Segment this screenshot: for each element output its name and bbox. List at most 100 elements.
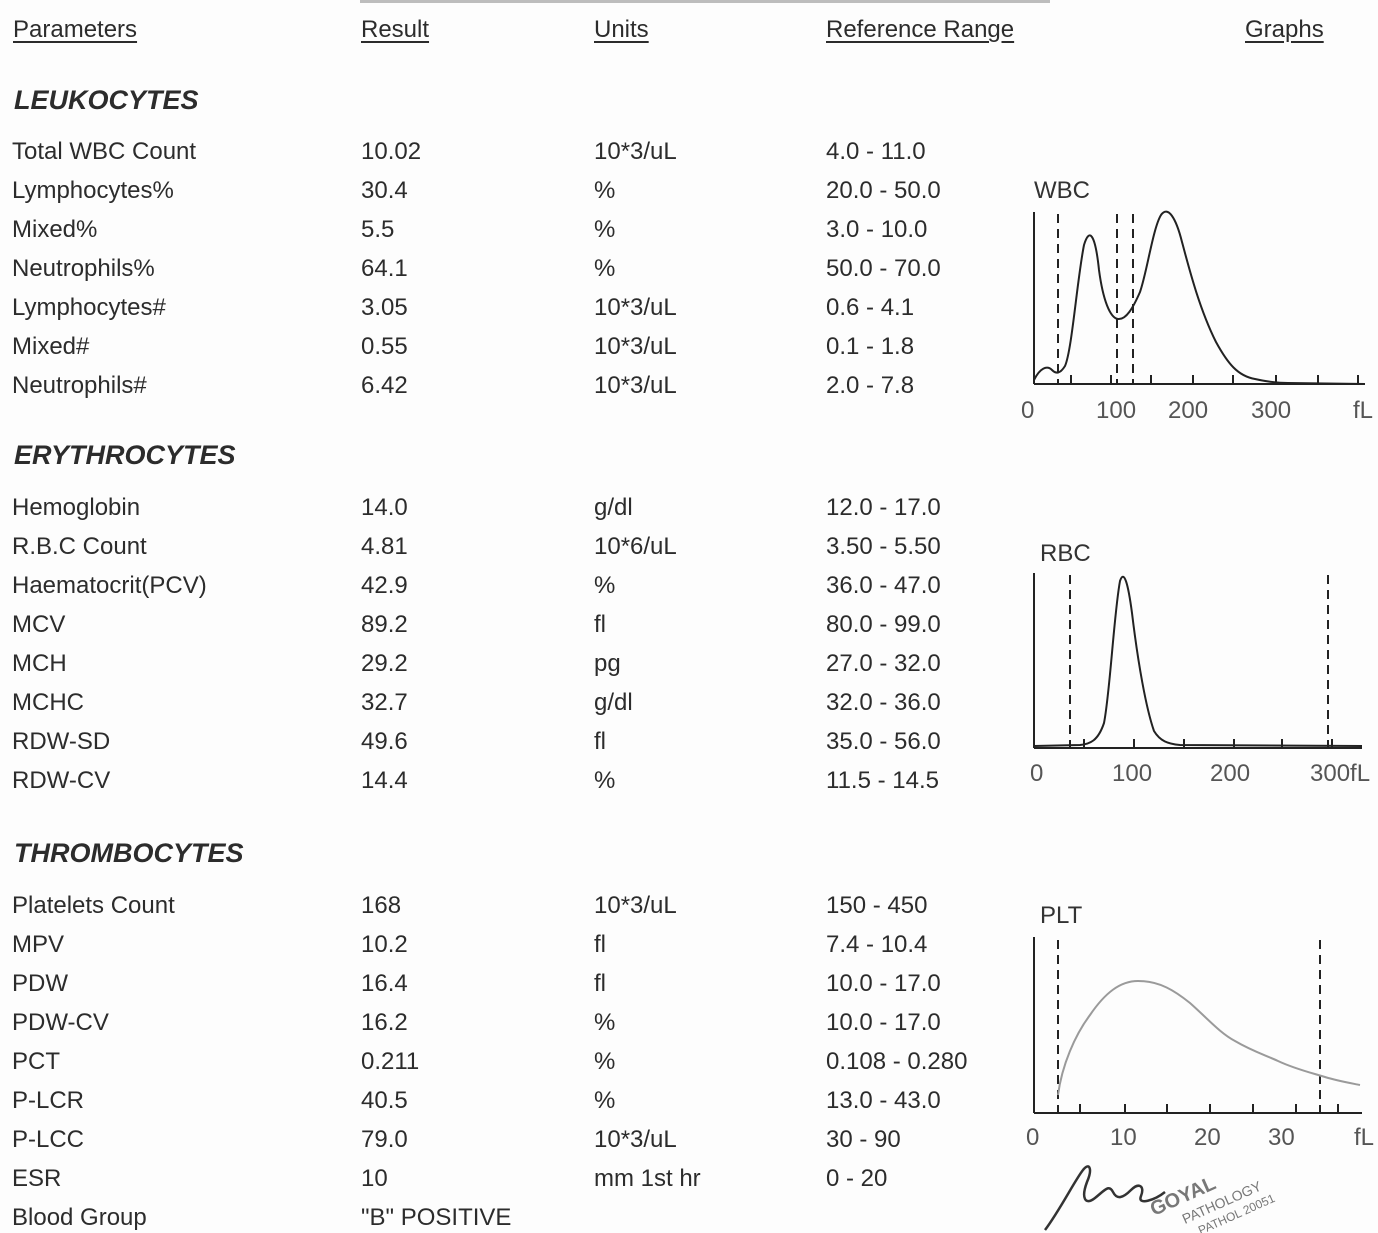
- wbc-tick-label: 100: [1096, 397, 1136, 424]
- unit-value: fl: [594, 611, 606, 638]
- wbc-curve: [1033, 210, 1366, 385]
- unit-value: %: [594, 1087, 616, 1114]
- unit-value: %: [594, 572, 616, 599]
- result-value: 16.2: [361, 1009, 408, 1036]
- parameter-name: Haematocrit(PCV): [12, 572, 207, 599]
- unit-value: 10*3/uL: [594, 138, 677, 165]
- parameter-name: ESR: [12, 1165, 62, 1192]
- parameter-name: Neutrophils%: [12, 255, 155, 282]
- rbc-histogram: RBC 0 100 200 300fL: [1030, 540, 1370, 787]
- unit-value: fl: [594, 728, 606, 755]
- result-value: 29.2: [361, 650, 408, 677]
- wbc-tick-label: fL: [1353, 397, 1373, 424]
- plt-tick-label: 30: [1268, 1124, 1295, 1151]
- plt-histogram: PLT 0 10 20 30 fL: [1026, 902, 1374, 1151]
- rbc-discriminator-lines: [1069, 575, 1329, 748]
- rbc-curve: [1033, 575, 1363, 747]
- unit-value: %: [594, 767, 616, 794]
- unit-value: %: [594, 177, 616, 204]
- reference-range-value: 35.0 - 56.0: [826, 728, 941, 755]
- reference-range-value: 27.0 - 32.0: [826, 650, 941, 677]
- plt-graph-title: PLT: [1040, 902, 1083, 929]
- reference-range-value: 11.5 - 14.5: [826, 767, 939, 794]
- unit-value: 10*3/uL: [594, 294, 677, 321]
- parameter-name: RDW-CV: [12, 767, 111, 794]
- parameter-name: P-LCR: [12, 1087, 85, 1114]
- wbc-tick-label: 0: [1021, 397, 1034, 424]
- rbc-graph-title: RBC: [1040, 540, 1091, 567]
- parameter-name: MCHC: [12, 689, 84, 716]
- unit-value: fl: [594, 970, 606, 997]
- reference-range-value: 50.0 - 70.0: [826, 255, 941, 282]
- parameter-name: Mixed%: [12, 216, 98, 243]
- plt-tick-label: 10: [1110, 1124, 1137, 1151]
- result-value: 10.02: [361, 138, 422, 165]
- result-value: 42.9: [361, 572, 408, 599]
- section-title: THROMBOCYTES: [14, 838, 244, 868]
- header-units: Units: [594, 16, 649, 43]
- unit-value: g/dl: [594, 494, 633, 521]
- parameter-name: R.B.C Count: [12, 533, 147, 560]
- rbc-axis-ticks: [1083, 739, 1333, 748]
- result-value: "B" POSITIVE: [361, 1204, 512, 1231]
- reference-range-value: 150 - 450: [826, 892, 928, 919]
- result-value: 10.2: [361, 931, 408, 958]
- reference-range-value: 80.0 - 99.0: [826, 611, 941, 638]
- reference-range-value: 13.0 - 43.0: [826, 1087, 941, 1114]
- section-title: LEUKOCYTES: [14, 85, 199, 115]
- reference-range-value: 10.0 - 17.0: [826, 1009, 941, 1036]
- reference-range-value: 0.1 - 1.8: [826, 333, 915, 360]
- parameter-name: Neutrophils#: [12, 372, 147, 399]
- unit-value: g/dl: [594, 689, 633, 716]
- wbc-discriminator-lines: [1057, 214, 1134, 384]
- result-value: 3.05: [361, 294, 408, 321]
- result-value: 16.4: [361, 970, 408, 997]
- unit-value: 10*3/uL: [594, 1126, 677, 1153]
- wbc-axis-ticks: [1070, 375, 1359, 384]
- parameter-name: Mixed#: [12, 333, 90, 360]
- plt-axis-ticks: [1079, 1104, 1339, 1113]
- wbc-graph-title: WBC: [1034, 177, 1090, 204]
- parameter-name: PDW-CV: [12, 1009, 109, 1036]
- rbc-tick-label: 100: [1112, 760, 1152, 787]
- parameter-name: Total WBC Count: [12, 138, 197, 165]
- result-value: 168: [361, 892, 402, 919]
- reference-range-value: 10.0 - 17.0: [826, 970, 941, 997]
- parameter-name: Hemoglobin: [12, 494, 141, 521]
- result-value: 10: [361, 1165, 388, 1192]
- rbc-tick-label: 300fL: [1310, 760, 1370, 787]
- plt-tick-label: fL: [1354, 1124, 1374, 1151]
- result-value: 14.4: [361, 767, 408, 794]
- unit-value: pg: [594, 650, 621, 677]
- header-result: Result: [361, 16, 430, 43]
- reference-range-value: 36.0 - 47.0: [826, 572, 941, 599]
- result-value: 0.55: [361, 333, 408, 360]
- unit-value: 10*3/uL: [594, 892, 677, 919]
- plt-curve: [1057, 979, 1361, 1096]
- unit-value: %: [594, 216, 616, 243]
- result-value: 6.42: [361, 372, 408, 399]
- unit-value: 10*3/uL: [594, 333, 677, 360]
- parameter-name: PCT: [12, 1048, 60, 1075]
- reference-range-value: 2.0 - 7.8: [826, 372, 915, 399]
- reference-range-value: 7.4 - 10.4: [826, 931, 928, 958]
- parameter-name: Platelets Count: [12, 892, 175, 919]
- section-title: ERYTHROCYTES: [14, 440, 236, 470]
- handwritten-signature: [1043, 1165, 1166, 1231]
- reference-range-value: 0 - 20: [826, 1165, 888, 1192]
- reference-range-value: 30 - 90: [826, 1126, 901, 1153]
- unit-value: 10*3/uL: [594, 372, 677, 399]
- parameter-name: P-LCC: [12, 1126, 85, 1153]
- reference-range-value: 3.50 - 5.50: [826, 533, 941, 560]
- wbc-tick-label: 300: [1251, 397, 1291, 424]
- result-value: 4.81: [361, 533, 408, 560]
- rbc-tick-label: 200: [1210, 760, 1250, 787]
- result-value: 0.211: [361, 1048, 420, 1075]
- unit-value: fl: [594, 931, 606, 958]
- result-value: 40.5: [361, 1087, 408, 1114]
- result-value: 89.2: [361, 611, 408, 638]
- result-value: 64.1: [361, 255, 408, 282]
- parameter-name: RDW-SD: [12, 728, 111, 755]
- header-parameters: Parameters: [13, 16, 138, 43]
- result-value: 32.7: [361, 689, 408, 716]
